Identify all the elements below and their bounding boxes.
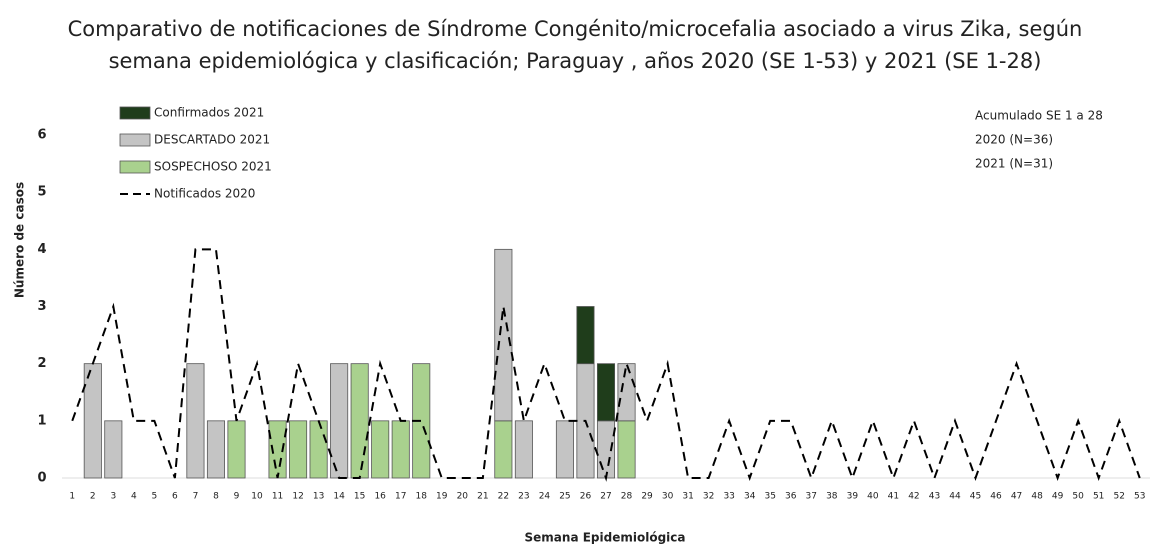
legend-swatch bbox=[119, 106, 151, 120]
x-tick-label: 31 bbox=[682, 492, 693, 502]
x-tick-label: 30 bbox=[662, 492, 674, 502]
x-tick-label: 48 bbox=[1031, 492, 1043, 502]
bar bbox=[514, 420, 533, 479]
y-axis-title: Número de casos bbox=[13, 182, 27, 298]
x-tick-label: 33 bbox=[723, 492, 734, 502]
x-tick-label: 29 bbox=[641, 492, 653, 502]
x-tick-label: 50 bbox=[1072, 492, 1084, 502]
legend-swatch bbox=[119, 160, 151, 174]
bar bbox=[227, 420, 246, 479]
x-tick-label: 44 bbox=[949, 492, 961, 502]
x-tick-label: 47 bbox=[1011, 492, 1022, 502]
x-tick-label: 43 bbox=[929, 492, 940, 502]
x-tick-label: 34 bbox=[744, 492, 756, 502]
x-tick-label: 22 bbox=[498, 492, 509, 502]
bar bbox=[371, 420, 390, 479]
x-tick-label: 26 bbox=[580, 492, 592, 502]
y-tick-label: 5 bbox=[37, 185, 46, 200]
bar bbox=[309, 420, 328, 479]
legend-swatch bbox=[119, 133, 151, 147]
x-tick-label: 53 bbox=[1134, 492, 1145, 502]
bar bbox=[391, 420, 410, 479]
x-tick-label: 49 bbox=[1052, 492, 1064, 502]
x-tick-label: 24 bbox=[539, 492, 551, 502]
bar bbox=[494, 420, 513, 479]
x-tick-label: 12 bbox=[292, 492, 303, 502]
x-tick-label: 36 bbox=[785, 492, 797, 502]
x-tick-label: 11 bbox=[272, 492, 283, 502]
legend-label: DESCARTADO 2021 bbox=[154, 133, 270, 147]
bar bbox=[83, 363, 102, 479]
bar bbox=[617, 363, 636, 422]
chart-title: semana epidemiológica y clasificación; P… bbox=[109, 49, 1042, 73]
x-tick-label: 52 bbox=[1113, 492, 1124, 502]
x-tick-label: 19 bbox=[436, 492, 448, 502]
x-tick-label: 3 bbox=[110, 492, 116, 502]
x-tick-label: 6 bbox=[172, 492, 178, 502]
line bbox=[71, 248, 1141, 482]
y-tick-label: 3 bbox=[37, 299, 46, 314]
legend-label: SOSPECHOSO 2021 bbox=[154, 160, 272, 174]
x-tick-label: 41 bbox=[888, 492, 899, 502]
x-tick-label: 25 bbox=[559, 492, 570, 502]
bar bbox=[596, 363, 616, 422]
x-tick-label: 16 bbox=[374, 492, 386, 502]
x-tick-label: 23 bbox=[518, 492, 529, 502]
x-tick-label: 40 bbox=[867, 492, 879, 502]
x-tick-label: 21 bbox=[477, 492, 488, 502]
y-tick-label: 1 bbox=[37, 413, 46, 428]
bar bbox=[289, 420, 308, 479]
x-axis-title: Semana Epidemiológica bbox=[525, 531, 686, 545]
x-tick-label: 13 bbox=[313, 492, 324, 502]
x-tick-label: 39 bbox=[847, 492, 859, 502]
x-tick-label: 9 bbox=[234, 492, 240, 502]
y-tick-label: 2 bbox=[37, 356, 46, 371]
x-tick-label: 28 bbox=[621, 492, 633, 502]
bar bbox=[555, 420, 574, 479]
bar bbox=[330, 363, 349, 479]
x-tick-label: 38 bbox=[826, 492, 838, 502]
bar bbox=[104, 420, 123, 479]
x-tick-label: 27 bbox=[600, 492, 611, 502]
chart-title: Comparativo de notificaciones de Síndrom… bbox=[68, 17, 1083, 41]
bar bbox=[617, 420, 636, 479]
y-tick-label: 6 bbox=[37, 128, 46, 143]
bar bbox=[576, 306, 595, 365]
legend-label: Notificados 2020 bbox=[154, 187, 255, 201]
x-tick-label: 4 bbox=[131, 492, 137, 502]
bar bbox=[494, 248, 513, 422]
x-tick-label: 20 bbox=[457, 492, 469, 502]
x-tick-label: 35 bbox=[764, 492, 775, 502]
y-tick-label: 0 bbox=[37, 471, 46, 486]
x-tick-label: 45 bbox=[970, 492, 981, 502]
y-tick-label: 4 bbox=[37, 242, 46, 257]
legend-label: Confirmados 2021 bbox=[154, 106, 264, 120]
x-tick-label: 37 bbox=[806, 492, 817, 502]
bar bbox=[206, 420, 225, 479]
x-tick-label: 5 bbox=[152, 492, 158, 502]
x-tick-label: 1 bbox=[69, 492, 75, 502]
annotation: 2021 (N=31) bbox=[975, 157, 1053, 171]
annotation: Acumulado SE 1 a 28 bbox=[975, 109, 1103, 123]
x-tick-label: 7 bbox=[193, 492, 199, 502]
annotation: 2020 (N=36) bbox=[975, 133, 1053, 147]
x-tick-label: 42 bbox=[908, 492, 919, 502]
x-tick-label: 14 bbox=[333, 492, 345, 502]
x-tick-label: 2 bbox=[90, 492, 96, 502]
x-tick-label: 17 bbox=[395, 492, 406, 502]
x-tick-label: 51 bbox=[1093, 492, 1104, 502]
x-tick-label: 15 bbox=[354, 492, 365, 502]
x-tick-label: 18 bbox=[416, 492, 428, 502]
bar bbox=[186, 363, 205, 479]
x-tick-label: 32 bbox=[703, 492, 714, 502]
x-tick-label: 8 bbox=[213, 492, 219, 502]
x-tick-label: 46 bbox=[990, 492, 1002, 502]
bar bbox=[350, 363, 369, 479]
x-tick-label: 10 bbox=[251, 492, 263, 502]
